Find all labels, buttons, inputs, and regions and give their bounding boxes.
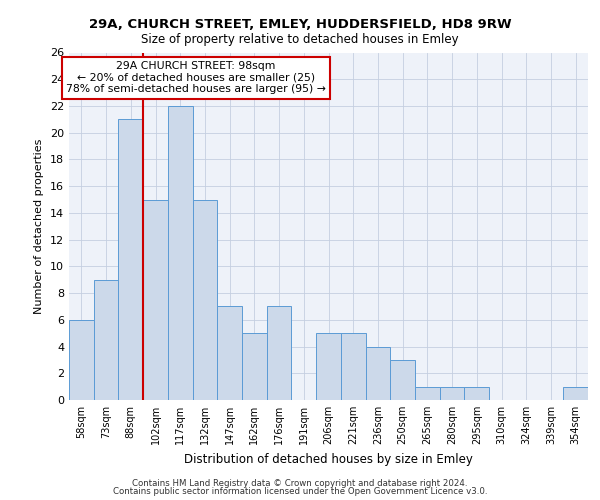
Text: 29A CHURCH STREET: 98sqm
← 20% of detached houses are smaller (25)
78% of semi-d: 29A CHURCH STREET: 98sqm ← 20% of detach… xyxy=(66,61,326,94)
Bar xyxy=(69,320,94,400)
Text: Contains HM Land Registry data © Crown copyright and database right 2024.: Contains HM Land Registry data © Crown c… xyxy=(132,478,468,488)
Bar xyxy=(267,306,292,400)
Text: 29A, CHURCH STREET, EMLEY, HUDDERSFIELD, HD8 9RW: 29A, CHURCH STREET, EMLEY, HUDDERSFIELD,… xyxy=(89,18,511,30)
Bar xyxy=(118,120,143,400)
Bar xyxy=(94,280,118,400)
Bar xyxy=(193,200,217,400)
Bar xyxy=(242,333,267,400)
Bar xyxy=(168,106,193,400)
Y-axis label: Number of detached properties: Number of detached properties xyxy=(34,138,44,314)
Bar xyxy=(217,306,242,400)
Bar xyxy=(415,386,440,400)
Text: Size of property relative to detached houses in Emley: Size of property relative to detached ho… xyxy=(141,32,459,46)
Bar xyxy=(341,333,365,400)
Bar xyxy=(464,386,489,400)
Bar xyxy=(440,386,464,400)
Bar xyxy=(316,333,341,400)
Bar xyxy=(390,360,415,400)
X-axis label: Distribution of detached houses by size in Emley: Distribution of detached houses by size … xyxy=(184,452,473,466)
Text: Contains public sector information licensed under the Open Government Licence v3: Contains public sector information licen… xyxy=(113,487,487,496)
Bar xyxy=(563,386,588,400)
Bar xyxy=(365,346,390,400)
Bar xyxy=(143,200,168,400)
